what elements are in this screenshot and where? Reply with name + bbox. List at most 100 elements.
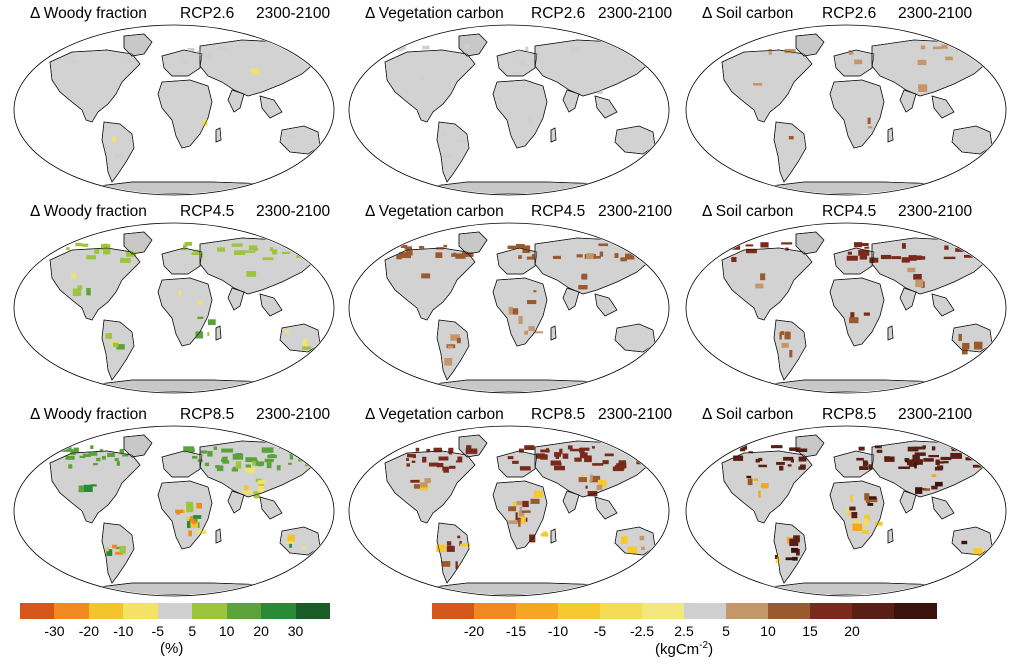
anomaly-patch [519, 466, 531, 471]
colorbar-tick-label: -10 [113, 623, 134, 639]
southAmerica-coastline [101, 319, 135, 381]
world-map [348, 24, 670, 196]
colorbar-tick-label: -10 [547, 623, 569, 639]
anomaly-patch [779, 332, 782, 340]
anomaly-patch [592, 463, 604, 466]
anomaly-patch [255, 461, 265, 466]
madagascar-coastline [550, 528, 557, 544]
southAmerica-coastline [773, 319, 807, 381]
world-map [685, 222, 1007, 394]
europe-coastline [833, 49, 875, 77]
europe-coastline [496, 49, 538, 77]
anomaly-patch [69, 59, 77, 63]
colorbar-tick-label: 10 [760, 623, 776, 639]
anomaly-patch [115, 546, 124, 550]
anomaly-patch [739, 449, 746, 452]
anomaly-patch [789, 350, 793, 358]
anomaly-patch [518, 316, 523, 324]
anomaly-patch [435, 252, 443, 258]
southAmerica-coastline [773, 121, 807, 183]
anomaly-patch [456, 139, 465, 144]
anomaly-patch [558, 462, 562, 466]
anomaly-patch [422, 456, 427, 463]
anomaly-patch [869, 496, 877, 500]
anomaly-patch [466, 445, 472, 450]
anomaly-patch [779, 465, 784, 471]
anomaly-patch [961, 448, 971, 454]
anomaly-patch [400, 244, 408, 248]
india-coastline [562, 287, 580, 311]
anomaly-patch [760, 242, 769, 248]
anomaly-patch [908, 255, 917, 261]
anomaly-patch [533, 331, 543, 334]
colorbar-swatch [192, 603, 228, 619]
anomaly-patch [914, 452, 926, 456]
anomaly-patch [733, 455, 744, 461]
greenland-coastline [123, 231, 153, 255]
colorbar-tick-label: -30 [44, 623, 65, 639]
anomaly-patch [107, 452, 115, 457]
anomaly-patch [918, 84, 928, 92]
panel-scenario: RCP4.5 [531, 203, 586, 220]
map-panel-vegcarbon-rcp26: Δ Vegetation carbon RCP2.6 2300-2100 [343, 2, 675, 198]
anomaly-patch [748, 451, 753, 454]
anomaly-patch [264, 458, 274, 463]
world-map [13, 222, 335, 394]
africa-coastline [492, 79, 548, 149]
panel-variable: Δ Vegetation carbon [365, 203, 504, 220]
colorbar-swatch [261, 603, 297, 619]
anomaly-patch [746, 475, 752, 479]
anomaly-patch [913, 274, 922, 280]
anomaly-patch [602, 460, 609, 465]
anomaly-patch [295, 242, 302, 247]
anomaly-patch [121, 454, 129, 457]
anomaly-patch [579, 447, 585, 453]
anomaly-patch [192, 455, 198, 459]
madagascar-coastline [215, 325, 222, 341]
anomaly-patch [970, 243, 980, 249]
anomaly-patch [83, 484, 93, 492]
colorbar-tick-label: 15 [802, 623, 818, 639]
anomaly-patch [443, 244, 448, 248]
anomaly-patch [455, 561, 458, 569]
panel-title: Δ Woody fraction RCP2.6 2300-2100 [8, 2, 340, 26]
anomaly-patch [955, 248, 966, 252]
northAmerica-coastline [49, 450, 141, 524]
anomaly-patch [760, 483, 769, 489]
carbon-colorbar [432, 603, 937, 619]
anomaly-patch [245, 457, 257, 463]
anomaly-patch [570, 46, 581, 52]
anomaly-patch [463, 44, 470, 49]
colorbar-tick-label: 30 [287, 623, 304, 639]
anomaly-patch [450, 334, 460, 341]
anomaly-patch [958, 333, 962, 341]
anomaly-patch [584, 455, 592, 463]
anomaly-patch [406, 463, 410, 467]
anomaly-patch [179, 289, 182, 296]
anomaly-patch [790, 459, 794, 463]
anomaly-patch [914, 462, 917, 469]
madagascar-coastline [887, 127, 894, 143]
anomaly-patch [114, 154, 124, 159]
anomaly-patch [891, 256, 901, 260]
anomaly-patch [75, 242, 82, 247]
anomaly-patch [864, 493, 870, 501]
anomaly-patch [288, 462, 292, 465]
northAmerica-coastline [721, 450, 813, 524]
anomaly-patch [520, 245, 531, 248]
anomaly-patch [193, 515, 202, 519]
europe-coastline [161, 450, 203, 478]
colorbar-swatch [684, 603, 727, 619]
anomaly-patch [455, 254, 466, 259]
anomaly-patch [569, 448, 580, 452]
carbon-unit-base: (kgCm [655, 641, 700, 658]
anomaly-patch [589, 480, 592, 483]
anomaly-patch [533, 290, 537, 293]
anomaly-patch [550, 460, 561, 466]
anomaly-patch [465, 448, 478, 454]
anomaly-patch [508, 306, 513, 315]
anomaly-patch [81, 243, 89, 247]
anomaly-patch [511, 308, 519, 315]
anomaly-patch [191, 252, 201, 255]
anomaly-patch [508, 520, 518, 524]
